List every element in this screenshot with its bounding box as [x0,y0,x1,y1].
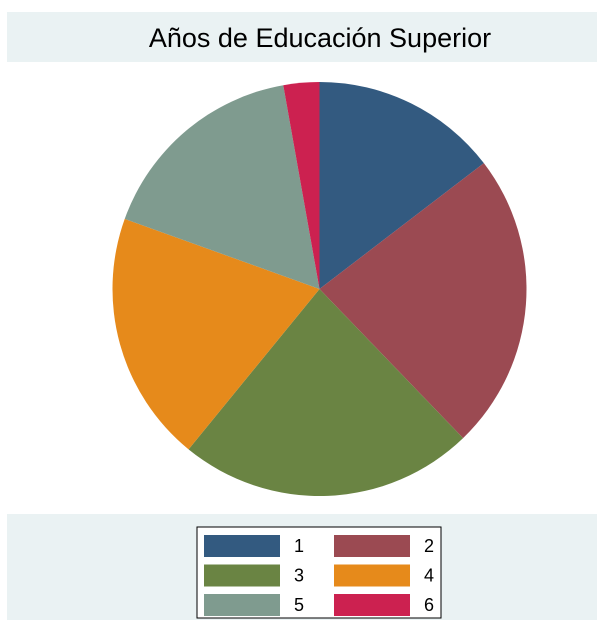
legend-label: 4 [424,565,434,585]
legend-swatch [204,594,280,616]
pie-slice [112,218,320,450]
legend-swatch [334,564,410,587]
legend-label: 6 [424,595,434,615]
legend-swatch [204,564,280,587]
pie-slice [124,85,320,289]
legend-swatch [334,535,410,557]
legend-swatch [334,594,410,616]
legend-label: 5 [294,595,304,615]
pie-slice [319,82,484,289]
legend-label: 1 [294,536,304,556]
pie-slice [283,82,320,289]
legend-swatch [204,535,280,557]
pie-slice [188,289,464,496]
chart-title: Años de Educación Superior [149,23,491,53]
title-band [7,12,597,62]
legend-label: 2 [424,536,434,556]
pie-slice [319,163,527,439]
legend-label: 3 [294,565,304,585]
